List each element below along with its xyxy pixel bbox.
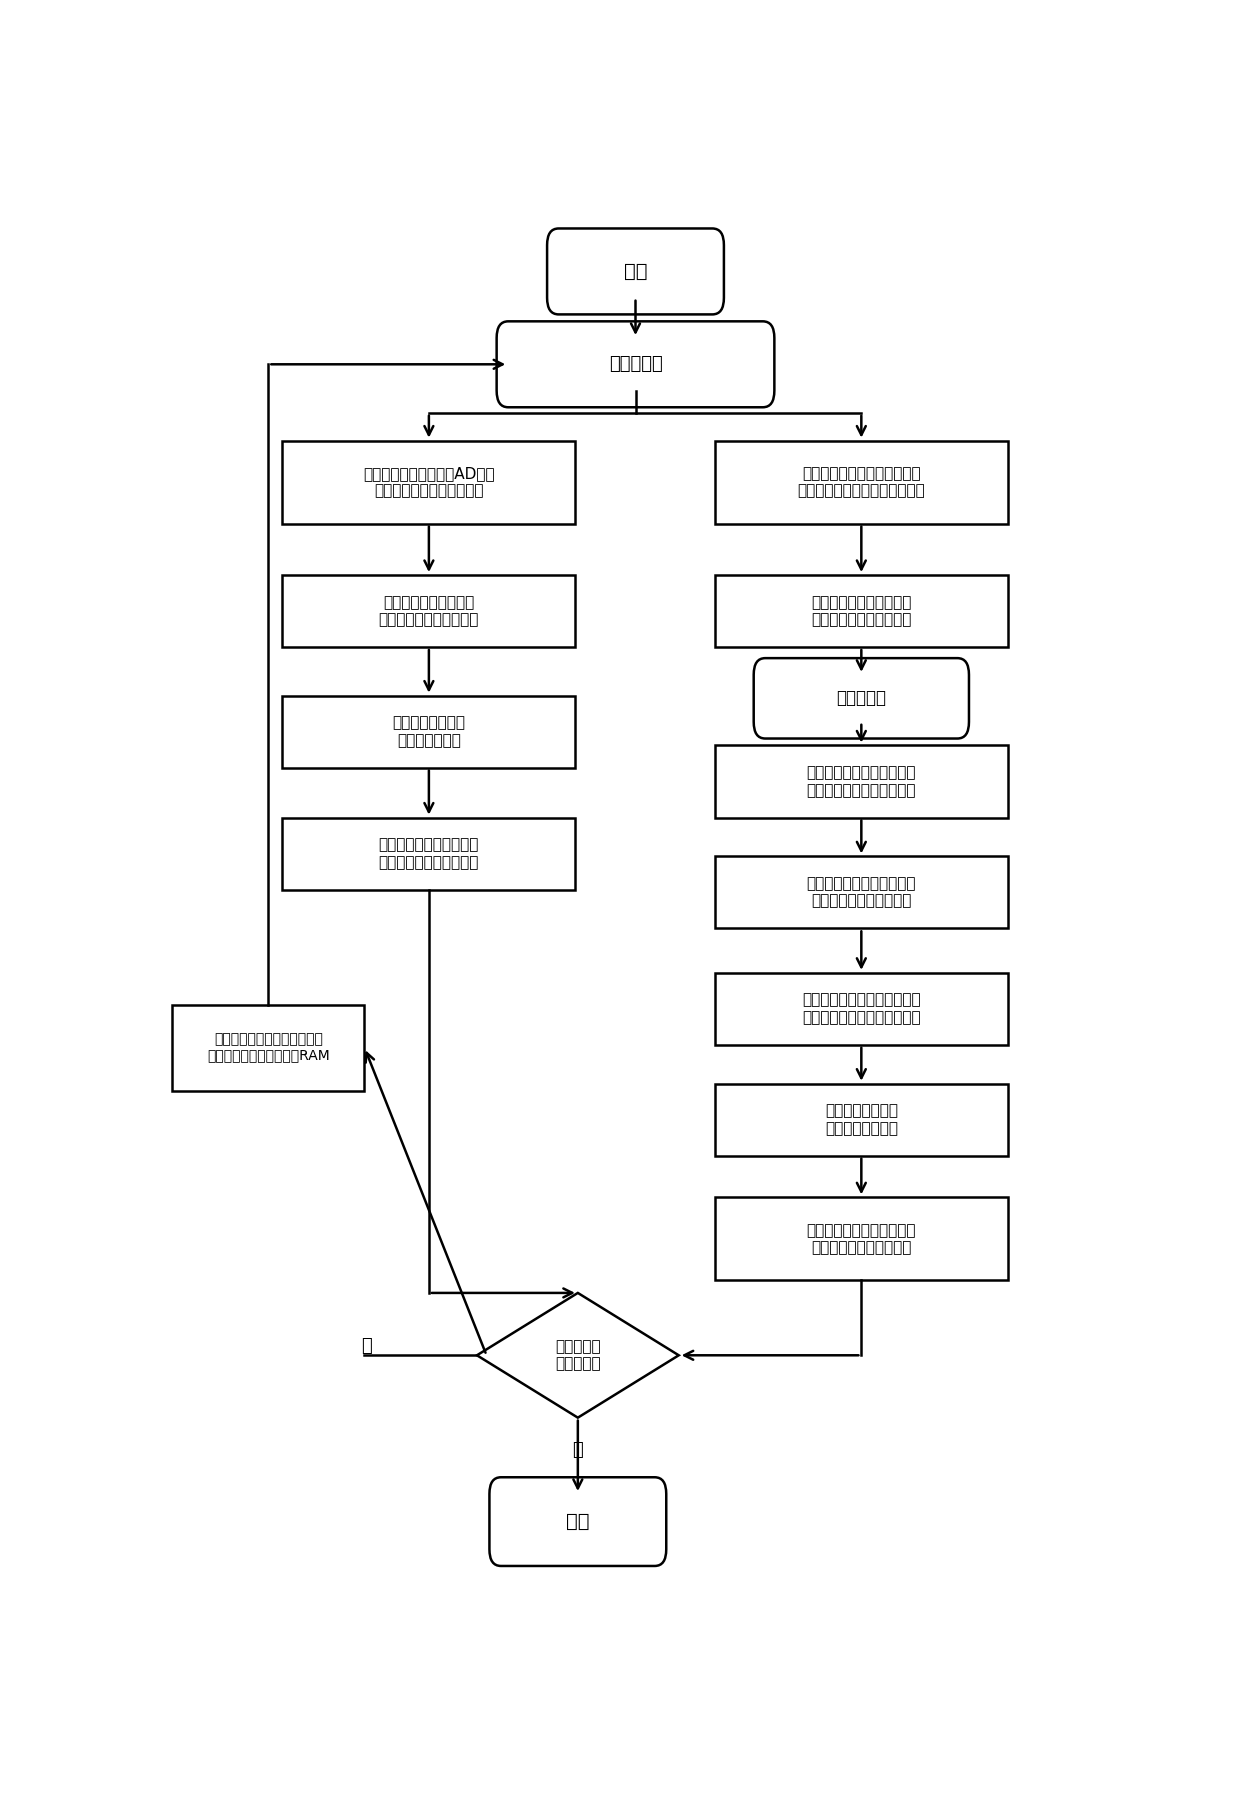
Text: 否: 否	[573, 1440, 583, 1458]
FancyBboxPatch shape	[754, 659, 968, 738]
Text: 将下一帧图像的数字信号数据
作为当前帧图像存入双口RAM: 将下一帧图像的数字信号数据 作为当前帧图像存入双口RAM	[207, 1033, 330, 1062]
FancyBboxPatch shape	[490, 1478, 666, 1566]
Text: 可选地根据差别权重累加处
理后的直方图计算加权函数: 可选地根据差别权重累加处 理后的直方图计算加权函数	[806, 765, 916, 797]
Text: 结束: 结束	[567, 1512, 589, 1532]
Polygon shape	[477, 1292, 678, 1418]
Bar	[283, 695, 575, 767]
Text: 开始: 开始	[624, 263, 647, 281]
Bar	[172, 1004, 365, 1091]
FancyBboxPatch shape	[547, 229, 724, 315]
Bar	[714, 1197, 1008, 1280]
Text: 对处理后的直方图进行灰度变
换处理，以获得均衡化的数据: 对处理后的直方图进行灰度变 换处理，以获得均衡化的数据	[802, 992, 920, 1024]
Text: 根据当前帧图像的原始AD值，
在找查表中查找上一帧图像: 根据当前帧图像的原始AD值， 在找查表中查找上一帧图像	[363, 466, 495, 499]
Text: 是: 是	[361, 1337, 372, 1355]
Text: 是否还有下
一帧图像？: 是否还有下 一帧图像？	[556, 1339, 600, 1372]
Bar	[283, 574, 575, 646]
Bar	[714, 574, 1008, 646]
Text: 将上一帧图像的处理后
数据输送至图像输出模块: 将上一帧图像的处理后 数据输送至图像输出模块	[378, 594, 479, 626]
Text: 帧逆程处理: 帧逆程处理	[836, 689, 887, 707]
Text: 帧正程处理: 帧正程处理	[609, 355, 662, 373]
Text: 对当前帧图像的原始直方
图进行差别权重累加处理: 对当前帧图像的原始直方 图进行差别权重累加处理	[811, 594, 911, 626]
Bar	[714, 441, 1008, 524]
Bar	[714, 972, 1008, 1044]
Text: 将经多段折线式处理后的
数据输出、解码以供显示: 将经多段折线式处理后的 数据输出、解码以供显示	[378, 837, 479, 869]
Bar	[714, 1084, 1008, 1156]
Text: 对均衡后的直方图
进行中值滤波处理: 对均衡后的直方图 进行中值滤波处理	[825, 1103, 898, 1136]
Text: 将当前帧图像的经上述处理
的直方图数据存入找查表: 将当前帧图像的经上述处理 的直方图数据存入找查表	[806, 1222, 916, 1255]
Bar	[714, 745, 1008, 817]
Text: 对上一帧数据进行
多段折线式处理: 对上一帧数据进行 多段折线式处理	[392, 715, 465, 747]
Bar	[283, 817, 575, 889]
Text: 统计当前帧图像中每个灰度级
的像素个数，确定其原始直方图: 统计当前帧图像中每个灰度级 的像素个数，确定其原始直方图	[797, 466, 925, 499]
Bar	[714, 857, 1008, 929]
Text: 可选地利用该加权函数对直
方图进行直方图加权处理: 可选地利用该加权函数对直 方图进行直方图加权处理	[806, 877, 916, 909]
Bar	[283, 441, 575, 524]
FancyBboxPatch shape	[497, 322, 774, 407]
